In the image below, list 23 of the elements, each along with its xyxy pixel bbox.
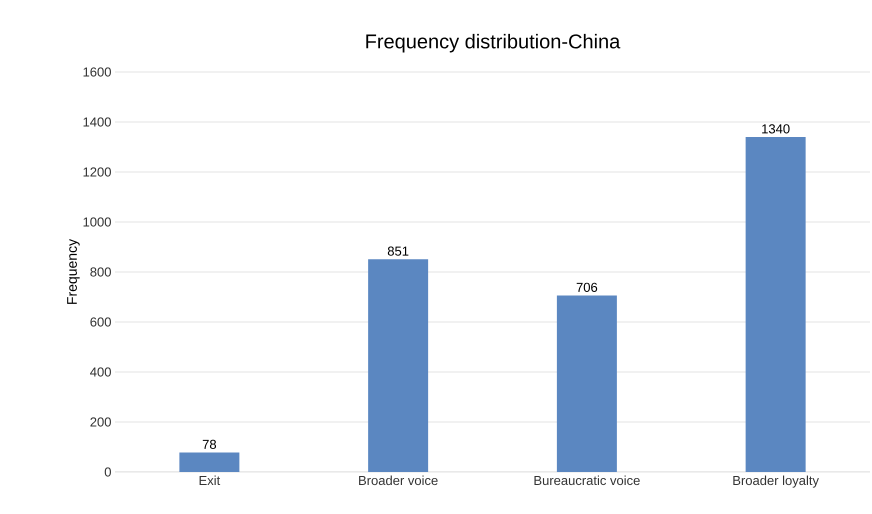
y-tick-label: 1600 xyxy=(84,67,111,77)
y-axis-title: Frequency xyxy=(67,238,80,304)
data-label: 706 xyxy=(576,282,598,292)
data-label: 78 xyxy=(202,440,216,449)
bar xyxy=(179,452,240,472)
x-tick-label: Broader voice xyxy=(359,476,438,486)
y-tick-label: 800 xyxy=(90,267,111,277)
y-tick-label: 600 xyxy=(90,317,111,327)
x-tick-label: Bureaucratic voice xyxy=(534,476,640,486)
x-tick-label: Broader loyalty xyxy=(733,476,819,488)
chart-title: Frequency distribution-China xyxy=(366,34,620,52)
y-tick-label: 1200 xyxy=(84,167,111,177)
x-tick-label: Exit xyxy=(200,476,220,486)
y-tick-label: 0 xyxy=(104,467,111,477)
y-tick-label: 200 xyxy=(90,417,111,427)
bar xyxy=(556,296,617,472)
bar xyxy=(746,136,806,472)
data-label: 1340 xyxy=(762,124,790,134)
y-tick-label: 1000 xyxy=(84,217,111,227)
y-tick-label: 400 xyxy=(90,367,111,377)
bar xyxy=(368,259,428,472)
y-tick-label: 1400 xyxy=(84,117,111,127)
data-label: 851 xyxy=(388,246,408,256)
